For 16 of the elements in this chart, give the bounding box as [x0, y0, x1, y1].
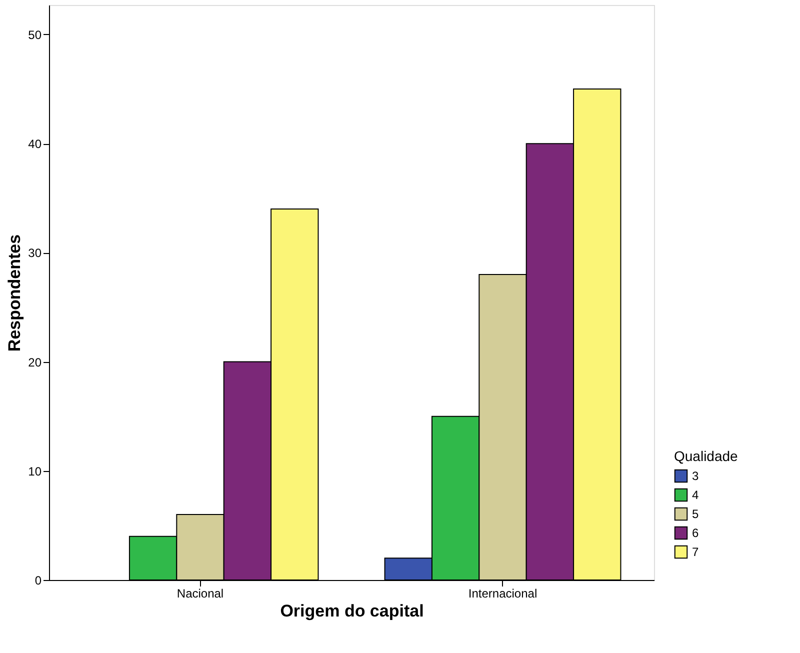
legend-label: 3	[692, 469, 699, 483]
y-tick-label: 10	[28, 464, 42, 478]
y-tick-label: 30	[28, 246, 42, 260]
x-axis-title: Origem do capital	[280, 602, 424, 620]
y-axis-title: Respondentes	[5, 234, 24, 352]
legend-label: 4	[692, 488, 699, 502]
legend-label: 5	[692, 507, 699, 521]
legend-label: 6	[692, 526, 699, 540]
y-tick-label: 20	[28, 355, 42, 370]
legend-label: 7	[692, 545, 699, 559]
x-tick-label: Internacional	[468, 586, 538, 600]
x-tick-label: Nacional	[176, 586, 224, 600]
y-tick-label: 0	[34, 574, 42, 588]
y-tick-label: 50	[28, 28, 42, 42]
legend-title: Qualidade	[674, 448, 738, 464]
y-tick-label: 40	[28, 137, 42, 152]
